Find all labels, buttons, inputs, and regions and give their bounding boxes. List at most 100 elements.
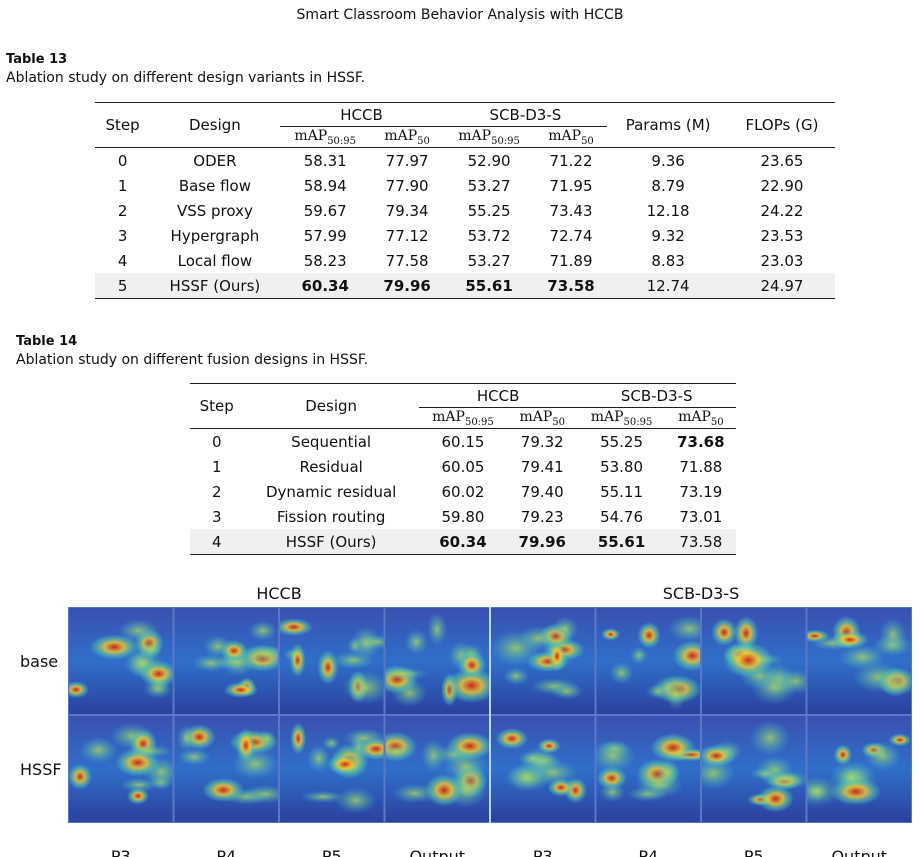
tile-content bbox=[279, 715, 385, 823]
table-cell: 8.79 bbox=[651, 176, 685, 195]
group-header: SCB-D3-S bbox=[577, 383, 736, 408]
metric-subscript: 50 bbox=[710, 416, 724, 428]
table-cell: 1 bbox=[211, 457, 222, 476]
heat-blob bbox=[733, 616, 759, 651]
header-row: mAP50:95 mAP50 mAP50:95 mAP50 bbox=[95, 126, 835, 148]
table-row: 3 Hypergraph 57.99 77.12 53.72 72.74 9.32 23.53 bbox=[95, 223, 835, 248]
column-header: Params (M) bbox=[607, 102, 729, 148]
metric-name: mAP bbox=[519, 408, 553, 425]
group-header: HCCB bbox=[279, 102, 444, 127]
table-cell: Residual bbox=[299, 457, 363, 476]
heat-blob bbox=[599, 782, 626, 802]
tile-border bbox=[68, 607, 174, 715]
heat-blob bbox=[667, 615, 701, 642]
heat-blob bbox=[655, 759, 681, 785]
table-cell: 77.97 bbox=[385, 151, 429, 170]
table-label: Table 13 bbox=[6, 52, 68, 67]
heat-blob bbox=[650, 733, 696, 762]
heat-blob bbox=[830, 777, 882, 806]
metric-name: mAP bbox=[294, 127, 328, 144]
tile-content bbox=[279, 607, 385, 715]
heat-blob bbox=[646, 683, 670, 699]
heat-blob bbox=[609, 661, 634, 685]
table-cell: 79.23 bbox=[520, 507, 564, 526]
heat-blob bbox=[504, 764, 552, 792]
heat-blob bbox=[142, 678, 173, 699]
table-cell: 60.15 bbox=[441, 432, 485, 451]
heat-blob bbox=[279, 618, 313, 636]
heat-blob bbox=[445, 668, 490, 704]
heat-blob bbox=[595, 739, 637, 773]
table-cell: 4 bbox=[190, 529, 244, 555]
table-cell: 53.80 bbox=[600, 457, 644, 476]
tile-content bbox=[173, 715, 279, 823]
heat-blob bbox=[327, 753, 363, 775]
table-cell: 79.40 bbox=[520, 482, 564, 501]
table-cell: HSSF (Ours) bbox=[243, 529, 419, 555]
group-header: SCB-D3-S bbox=[443, 102, 608, 127]
heat-blob bbox=[322, 736, 341, 751]
table-cell: Base flow bbox=[178, 176, 251, 195]
heat-blob bbox=[244, 644, 279, 663]
heatmap-tile bbox=[68, 715, 174, 823]
table-cell: 3 bbox=[117, 226, 128, 245]
tile-content bbox=[384, 607, 490, 715]
heat-blob bbox=[177, 748, 211, 766]
column-label: P5 bbox=[322, 847, 342, 857]
tile-border bbox=[68, 715, 174, 823]
heat-blob bbox=[665, 676, 687, 711]
heat-blob bbox=[176, 724, 197, 752]
column-header: Design bbox=[150, 102, 280, 148]
metric-name: mAP bbox=[678, 408, 711, 425]
table-cell: 58.31 bbox=[303, 151, 347, 170]
heat-blob bbox=[838, 644, 887, 670]
metric-header: mAP50 bbox=[665, 407, 736, 429]
table-cell: 23.53 bbox=[760, 226, 804, 245]
tile-border bbox=[279, 607, 385, 715]
heat-blob bbox=[880, 668, 910, 698]
tile-content bbox=[68, 715, 174, 823]
heat-blob bbox=[601, 628, 621, 641]
table-cell: 24.22 bbox=[760, 201, 804, 220]
heat-blob bbox=[806, 775, 841, 807]
table-cell: 22.90 bbox=[760, 176, 804, 195]
table-row: 0 ODER 58.31 77.97 52.90 71.22 9.36 23.65 bbox=[95, 148, 835, 174]
table-cell: ODER bbox=[193, 151, 237, 170]
table-cell: 73.58 bbox=[665, 529, 736, 555]
table-cell: 71.95 bbox=[549, 176, 593, 195]
header-row: Step Design HCCB SCB-D3-S bbox=[190, 383, 736, 429]
heat-blob bbox=[300, 790, 346, 803]
column-label: Output bbox=[831, 847, 887, 857]
heat-blob bbox=[118, 619, 159, 643]
heat-blob bbox=[257, 729, 277, 748]
heat-blob bbox=[550, 683, 584, 700]
table-cell: 9.36 bbox=[651, 151, 685, 170]
heat-blob bbox=[833, 744, 853, 766]
heatmap-tile bbox=[279, 607, 385, 715]
tile-content bbox=[701, 715, 807, 823]
metric-header: mAP50:95 bbox=[279, 126, 371, 148]
column-label: P4 bbox=[216, 847, 236, 857]
heat-blob bbox=[68, 681, 90, 699]
table-row: 4 HSSF (Ours) 60.34 79.96 55.61 73.58 bbox=[190, 529, 736, 555]
tile-content bbox=[595, 715, 701, 823]
table-cell: 58.94 bbox=[303, 176, 347, 195]
heat-blob bbox=[672, 640, 701, 672]
heat-blob bbox=[421, 738, 447, 772]
table-cell: 55.61 bbox=[577, 529, 666, 555]
heatmap-tile bbox=[595, 607, 701, 715]
table-cell: 73.68 bbox=[677, 432, 725, 451]
table-cell: 73.01 bbox=[679, 507, 723, 526]
metric-name: mAP bbox=[384, 127, 418, 144]
tile-content bbox=[701, 607, 807, 715]
header-row: Step Design HCCB SCB-D3-S Params (M) FLOPs (G… bbox=[95, 102, 835, 148]
table-cell: 4 bbox=[117, 251, 128, 270]
table-cell: 79.96 bbox=[370, 273, 444, 299]
table-cell: 55.11 bbox=[600, 482, 644, 501]
heat-blob bbox=[140, 640, 162, 660]
heat-blob bbox=[888, 733, 912, 747]
table-cell: VSS proxy bbox=[176, 201, 253, 220]
table-caption: Ablation study on different fusion desig… bbox=[16, 352, 369, 368]
table-body: 0 Sequential 60.15 79.32 55.25 73.68 1 Residual… bbox=[190, 429, 736, 555]
